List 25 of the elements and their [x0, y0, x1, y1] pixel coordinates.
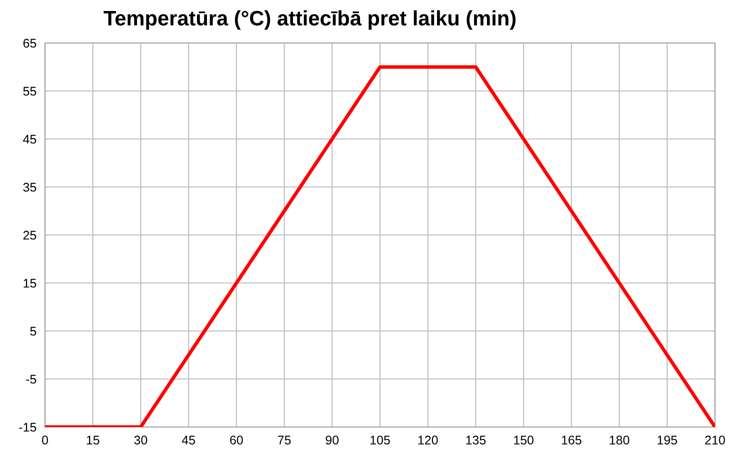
y-tick-label: 65 [23, 38, 36, 48]
x-tick-label: 210 [705, 436, 725, 445]
y-tick-label: 35 [23, 182, 36, 192]
x-tick-label: 90 [326, 436, 339, 445]
x-tick-label: 60 [230, 436, 243, 445]
x-tick-label: 165 [562, 436, 582, 445]
y-tick-label: 55 [23, 86, 36, 96]
x-tick-label: 75 [278, 436, 291, 445]
y-tick-label: 5 [30, 326, 36, 336]
x-tick-label: 30 [134, 436, 148, 445]
y-tick-label: 15 [24, 278, 36, 288]
x-tick-label: 150 [514, 436, 534, 445]
y-tick-label: -15 [19, 422, 36, 432]
y-tick-label: 45 [23, 134, 36, 144]
x-tick-label: 0 [42, 436, 48, 445]
x-tick-label: 135 [466, 436, 486, 445]
x-tick-label: 180 [610, 436, 630, 445]
chart-title: Temperatūra (°C) attiecībā pret laiku (min) [104, 10, 516, 30]
y-tick-label: -5 [26, 374, 36, 384]
x-tick-label: 105 [370, 436, 390, 445]
x-tick-label: 120 [418, 436, 438, 445]
x-tick-label: 45 [182, 436, 195, 445]
y-tick-label: 25 [23, 230, 36, 240]
x-tick-label: 15 [86, 436, 100, 445]
x-tick-label: 195 [658, 436, 678, 445]
